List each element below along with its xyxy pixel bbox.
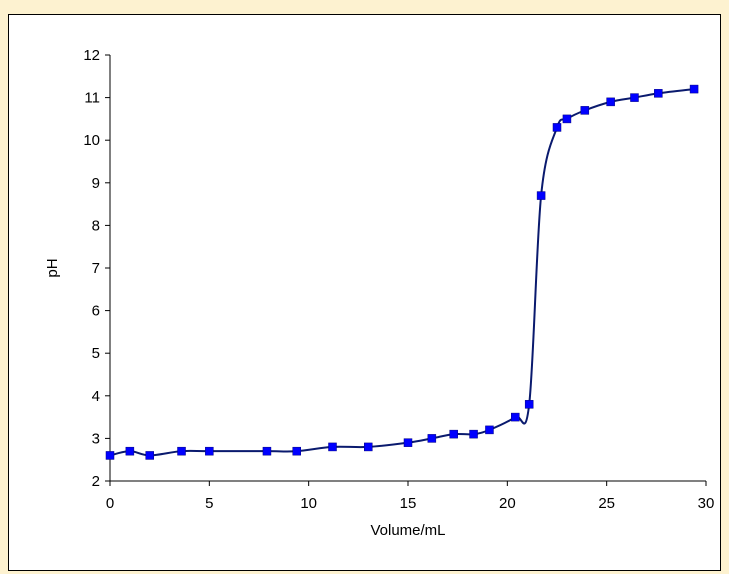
data-point	[511, 412, 520, 422]
x-tick-label: 0	[106, 495, 114, 512]
titration-chart: 0 5 10 15 20 25 30 2 3 4 5 6 7 8 9 10 11 12 Volume/mL pH	[44, 47, 715, 539]
data-point	[449, 429, 458, 439]
data-point	[654, 89, 663, 98]
data-point	[689, 84, 699, 94]
data-point	[524, 400, 534, 409]
data-point	[630, 93, 639, 102]
series-line	[109, 88, 695, 457]
y-tick-label: 10	[83, 132, 100, 149]
data-point	[292, 446, 301, 456]
y-tick-label: 9	[92, 175, 100, 192]
x-tick-label: 20	[499, 495, 516, 512]
y-tick-label: 5	[92, 345, 100, 362]
data-point	[205, 446, 214, 456]
data-point	[105, 451, 115, 460]
y-tick-label: 12	[83, 47, 100, 64]
series-markers	[105, 84, 699, 460]
data-point	[580, 106, 590, 115]
data-point	[177, 446, 186, 456]
x-axis-title: Volume/mL	[370, 522, 445, 539]
data-point	[536, 191, 546, 200]
y-tick-label: 4	[92, 388, 100, 405]
y-tick-label: 6	[92, 303, 100, 320]
x-tick-labels: 0 5 10 15 20 25 30	[106, 495, 715, 512]
data-point	[328, 442, 337, 452]
data-point	[262, 446, 272, 456]
y-axis-title: pH	[44, 258, 61, 277]
data-point	[606, 97, 615, 107]
y-tick-label: 11	[84, 90, 100, 107]
data-point	[552, 123, 562, 132]
data-point	[427, 434, 437, 443]
data-point	[145, 451, 154, 460]
data-point	[562, 114, 572, 124]
data-point	[485, 425, 494, 435]
x-tick-label: 30	[698, 495, 715, 512]
data-point	[364, 442, 373, 452]
x-tick-label: 10	[300, 495, 317, 512]
chart-frame: 0 5 10 15 20 25 30 2 3 4 5 6 7 8 9 10 11 12 Volume/mL pH	[8, 14, 721, 571]
data-point	[469, 429, 478, 439]
x-tick-label: 15	[400, 495, 417, 512]
y-tick-label: 3	[92, 430, 100, 447]
axes	[105, 54, 707, 486]
y-tick-label: 2	[92, 473, 100, 490]
y-tick-labels: 2 3 4 5 6 7 8 9 10 11 12	[83, 47, 100, 490]
x-tick-label: 25	[598, 495, 615, 512]
y-tick-label: 7	[92, 260, 100, 277]
y-tick-label: 8	[92, 217, 100, 234]
data-point	[403, 438, 413, 447]
x-tick-label: 5	[205, 495, 213, 512]
data-point	[125, 446, 135, 456]
